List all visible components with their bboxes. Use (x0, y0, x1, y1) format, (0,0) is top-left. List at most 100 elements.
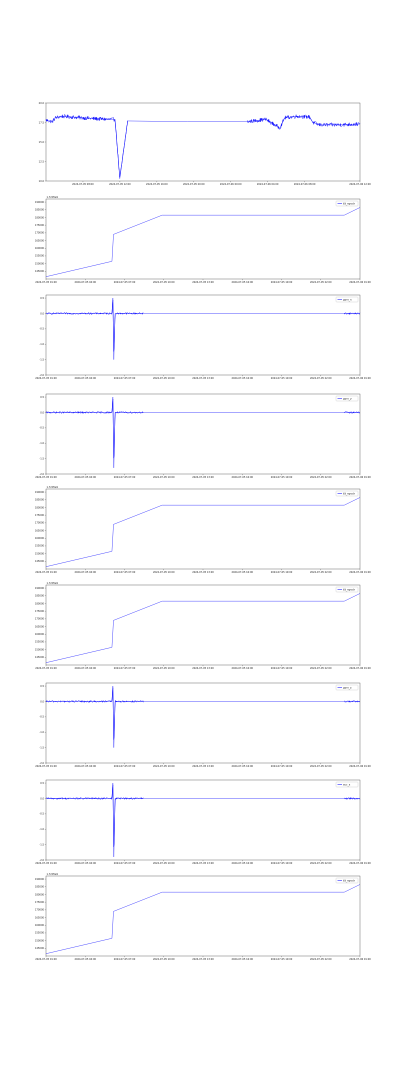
legend-box (335, 877, 359, 884)
y-tick-label: 0.0 (40, 411, 44, 414)
x-tick-label: 2024-07-05 16:00 (231, 765, 253, 768)
legend: t/t_epoch (335, 877, 359, 884)
legend-box (335, 490, 359, 497)
series-noise-2 (246, 114, 361, 130)
y-tick-label: 0.0 (40, 312, 44, 315)
x-tick-label: 2024-07-05 10:00 (153, 667, 175, 670)
y-tick-label: 155000 (35, 545, 45, 548)
legend: t/t_epoch (335, 200, 359, 207)
y-tick-label: 0.0 (40, 797, 44, 800)
x-tick-label: 2024-07-05 07:00 (114, 476, 136, 479)
y-tick-label: 185000 (35, 886, 45, 889)
legend-box (335, 586, 359, 593)
y-tick-label: 150000 (35, 939, 45, 942)
x-tick-label: 2024-07-05 22:00 (310, 281, 332, 284)
y-tick-label: 175000 (35, 224, 45, 227)
x-tick-label: 2024-07-05 13:00 (192, 377, 214, 380)
legend-label: t/t_epoch (343, 201, 355, 205)
legend-label: t/t_epoch (343, 587, 355, 591)
x-tick-label: 2024-07-05 19:00 (271, 571, 293, 574)
x-tick-label: 2024-07-05 19:00 (271, 667, 293, 670)
y-tick-label: -1.5 (39, 746, 44, 749)
chart-6: 145000 150000 155000 160000 165000 170000 1750… (35, 582, 371, 670)
axis-offset-text: 1.7205e9 (47, 873, 59, 876)
x-tick-label: 2024-07-05 22:00 (310, 377, 332, 380)
legend-label: t/t_epoch (343, 491, 355, 495)
x-tick-label: 2024-07-05 04:00 (74, 765, 96, 768)
x-tick-label: 2024-07-05 16:00 (231, 476, 253, 479)
x-tick-label: 2024-07-05 07:00 (114, 377, 136, 380)
y-tick-label: 165000 (35, 529, 45, 532)
x-tick-label: 2024-07-05 16:00 (231, 862, 253, 865)
y-tick-label: 12.5 (39, 160, 45, 163)
legend-box (335, 781, 359, 788)
x-tick-label: 2024-07-05 01:00 (35, 765, 57, 768)
legend-box (335, 296, 359, 303)
plot-frame (45, 584, 361, 666)
y-tick-label: 165000 (35, 625, 45, 628)
x-tick-label: 2024-07-05 10:00 (153, 476, 175, 479)
legend-box (335, 395, 359, 402)
y-tick-label: 160000 (35, 537, 45, 540)
y-tick-label: 170000 (35, 232, 45, 235)
y-tick-label: 145000 (35, 947, 45, 950)
legend-label: gyro_x (343, 298, 352, 301)
chart-3: -2.0 -1.5 -1.0 -0.5 0.0 0.5 2024-07-05 01:00 20… (35, 294, 371, 380)
plot-frame (45, 102, 361, 182)
x-tick-label: 2024-07-05 12:00 (109, 183, 131, 186)
y-tick-label: 180000 (35, 506, 45, 509)
x-tick-label: 2024-07-05 10:00 (153, 765, 175, 768)
y-tick-label: 175000 (35, 610, 45, 613)
series-noise-2 (344, 700, 361, 703)
x-tick-label: 2024-07-05 10:00 (153, 377, 175, 380)
x-tick-label: 2024-07-05 01:00 (35, 571, 57, 574)
y-tick-label: 165000 (35, 239, 45, 242)
legend-label: t/t_epoch (343, 878, 355, 882)
x-tick-label: 2024-07-05 22:00 (310, 862, 332, 865)
legend: t/t_epoch (335, 586, 359, 593)
y-tick-label: 180000 (35, 602, 45, 605)
x-tick-label: 2024-07-05 04:00 (74, 476, 96, 479)
x-tick-label: 2024-07-05 16:00 (231, 377, 253, 380)
x-tick-label: 2024-07-05 13:00 (192, 862, 214, 865)
y-tick-label: 15.0 (39, 141, 45, 144)
series-line-1 (46, 298, 360, 360)
legend-box (335, 684, 359, 691)
legend: t/t_epoch (335, 490, 359, 497)
x-tick-label: 2024-07-06 01:00 (349, 281, 371, 284)
chart-2: 145000 150000 155000 160000 165000 170000 1750… (35, 196, 371, 284)
y-tick-label: 185000 (35, 209, 45, 212)
y-tick-label: 180000 (35, 216, 45, 219)
x-tick-label: 2024-07-06 01:00 (349, 862, 371, 865)
y-tick-label: 170000 (35, 522, 45, 525)
series-line-1 (46, 686, 360, 748)
x-tick-label: 2024-07-05 01:00 (35, 377, 57, 380)
chart-4: -2.0 -1.5 -1.0 -0.5 0.0 0.5 2024-07-05 01:00 20… (35, 393, 371, 479)
chart-5: 145000 150000 155000 160000 165000 170000 1750… (35, 486, 371, 574)
x-tick-label: 2024-07-06 01:00 (349, 377, 371, 380)
axis-offset-text: 1.7205e9 (47, 486, 59, 489)
chart-7: -2.0 -1.5 -1.0 -0.5 0.0 0.5 2024-07-05 01:00 20… (35, 682, 371, 768)
y-tick-label: 185000 (35, 595, 45, 598)
y-tick-label: 0.5 (40, 297, 44, 300)
series-noise-1 (45, 114, 128, 178)
plot-frame (45, 488, 361, 570)
x-tick-label: 2024-07-05 22:00 (310, 958, 332, 961)
y-tick-label: 175000 (35, 514, 45, 517)
x-tick-label: 2024-07-05 16:00 (231, 571, 253, 574)
y-tick-label: -1.0 (39, 828, 44, 831)
x-tick-label: 2024-07-05 16:00 (231, 281, 253, 284)
y-tick-label: 160000 (35, 924, 45, 927)
x-tick-label: 2024-07-05 16:00 (231, 958, 253, 961)
y-tick-label: 180000 (35, 893, 45, 896)
x-tick-label: 2024-07-06 01:00 (349, 765, 371, 768)
legend: gyro_z (335, 684, 359, 691)
chart-9: 145000 150000 155000 160000 165000 170000 1750… (35, 873, 371, 961)
x-tick-label: 2024-07-05 13:00 (192, 958, 214, 961)
plot-frame (45, 779, 361, 861)
y-tick-label: -1.5 (39, 358, 44, 361)
y-tick-label: -0.5 (39, 716, 44, 719)
x-tick-label: 2024-07-05 19:00 (271, 765, 293, 768)
y-tick-label: 165000 (35, 916, 45, 919)
x-tick-label: 2024-07-05 08:00 (72, 183, 94, 186)
